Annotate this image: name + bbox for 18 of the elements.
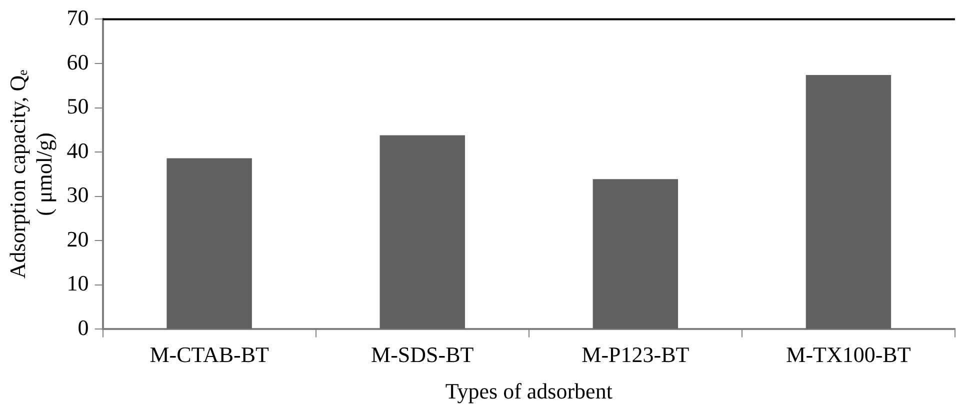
bar <box>592 179 678 329</box>
y-tick-label: 30 <box>66 182 89 208</box>
y-axis-title: Adsorption capacity, Qₑ ( μmol/g) <box>4 69 56 279</box>
y-tick-label: 70 <box>66 4 89 30</box>
y-tick-label: 40 <box>66 138 89 163</box>
x-tick-label: M-SDS-BT <box>371 342 474 368</box>
y-tick-label: 50 <box>66 94 89 119</box>
y-tick-label: 10 <box>66 270 89 296</box>
y-tick-label: 0 <box>78 314 89 340</box>
x-axis-title: Types of adsorbent <box>445 378 612 404</box>
bar <box>166 158 252 329</box>
x-tick-label: M-CTAB-BT <box>150 342 270 368</box>
bar <box>806 75 892 329</box>
x-tick-label: M-P123-BT <box>582 342 690 368</box>
x-tick-label: M-TX100-BT <box>786 342 912 368</box>
y-tick-label: 60 <box>66 49 89 74</box>
bar <box>380 135 465 329</box>
y-tick-label: 20 <box>66 226 89 252</box>
